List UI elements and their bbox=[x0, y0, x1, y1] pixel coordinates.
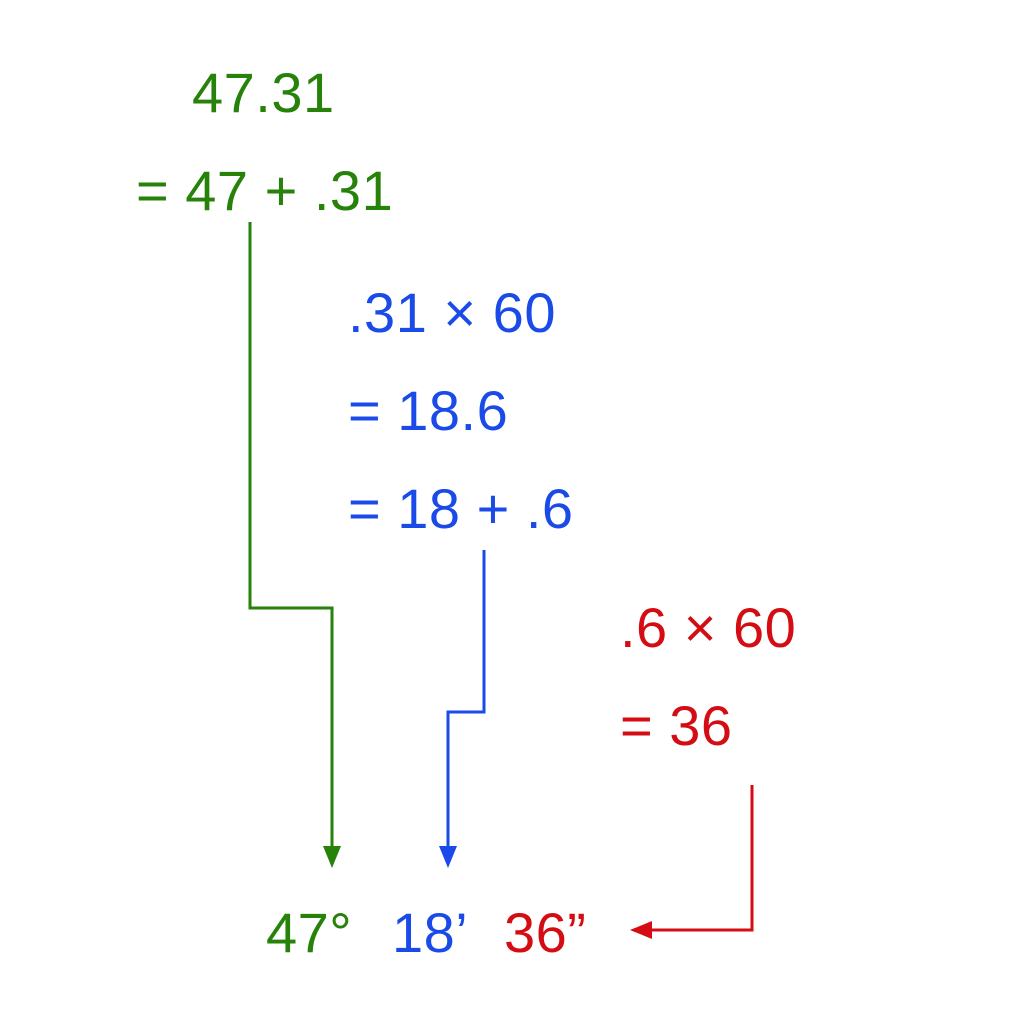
arrow-red bbox=[630, 785, 752, 939]
diagram-stage: 47.31 = 47 + .31 .31 × 60 = 18.6 = 18 + … bbox=[0, 0, 1024, 1024]
arrow-blue bbox=[439, 550, 484, 868]
arrow-green bbox=[250, 222, 341, 868]
arrow-layer bbox=[0, 0, 1024, 1024]
